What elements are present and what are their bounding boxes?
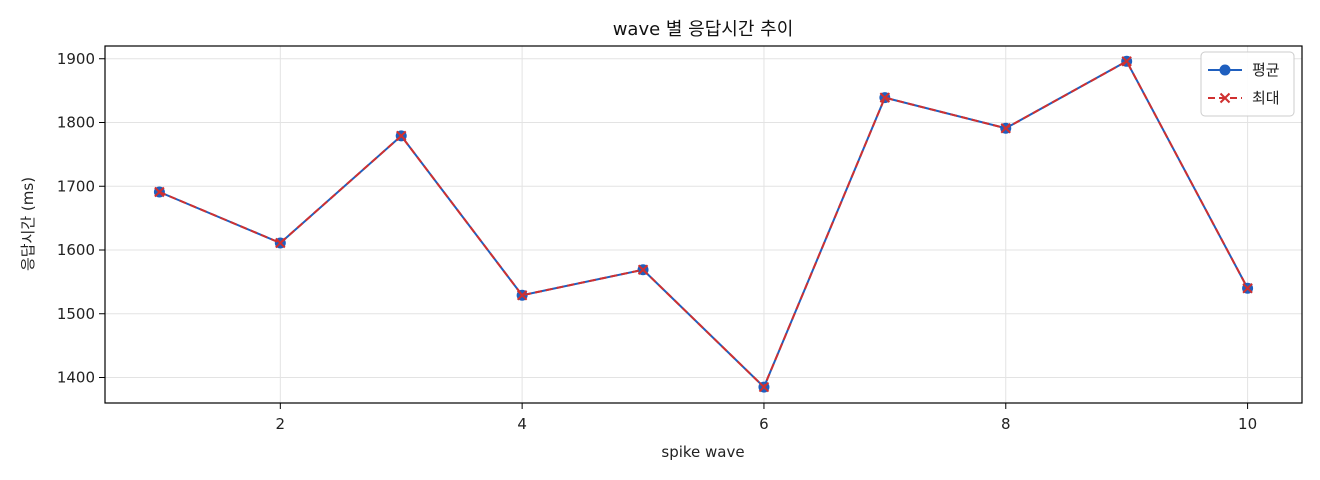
- data-point: [1000, 123, 1011, 134]
- marker-stroke: [396, 130, 407, 142]
- data-point: [637, 264, 649, 275]
- x-axis-title: spike wave: [661, 443, 744, 461]
- data-point: [1121, 56, 1132, 67]
- marker-stroke: [637, 264, 649, 275]
- legend-item-2: 최대: [1208, 89, 1280, 107]
- grid: [105, 46, 1302, 403]
- data-point: [879, 92, 891, 103]
- legend-item-1: 평균: [1208, 61, 1280, 79]
- marker-stroke: [879, 92, 891, 103]
- marker-stroke: [154, 186, 165, 198]
- data-point: [758, 381, 770, 393]
- series-2: [154, 56, 1253, 393]
- series-line: [159, 60, 1249, 389]
- legend-marker: [1219, 92, 1231, 104]
- y-axis-title: 응답시간 (ms): [19, 177, 37, 271]
- marker-stroke: [1219, 92, 1231, 104]
- series-line: [159, 60, 1249, 389]
- marker-stroke: [1242, 283, 1253, 294]
- marker-stroke: [516, 290, 528, 301]
- legend-box: [1200, 51, 1295, 117]
- legend-label: 평균: [1252, 61, 1280, 79]
- data-point: [154, 186, 165, 198]
- marker-stroke: [1000, 123, 1011, 134]
- data-point: [275, 237, 286, 249]
- data-point: [516, 290, 528, 301]
- y-tick-label: 1800: [57, 114, 95, 132]
- chart-title: wave 별 응답시간 추이: [613, 19, 794, 40]
- y-tick-label: 1700: [57, 177, 95, 195]
- y-tick-label: 1600: [57, 241, 95, 259]
- x-tick-label: 2: [276, 415, 286, 433]
- data-point: [1242, 283, 1253, 294]
- y-tick-label: 1500: [57, 305, 95, 323]
- data-point: [396, 130, 407, 142]
- series-layer: [153, 55, 1254, 393]
- x-tick-label: 4: [517, 415, 527, 433]
- legend-label: 최대: [1252, 89, 1280, 107]
- marker-stroke: [758, 381, 770, 393]
- x-tick-label: 10: [1238, 415, 1257, 433]
- y-tick-label: 1900: [57, 50, 95, 68]
- y-tick-label: 1400: [57, 369, 95, 387]
- series-1: [153, 55, 1254, 393]
- legend-marker: [1219, 64, 1231, 76]
- marker-stroke: [1121, 56, 1132, 67]
- plot-frame: [104, 45, 1303, 404]
- marker-stroke: [275, 237, 286, 249]
- x-tick-label: 8: [1001, 415, 1011, 433]
- ticks: 2 4 6 8 10 1400 1500 1600 1700 1800 1900: [57, 50, 1257, 433]
- x-tick-label: 6: [759, 415, 769, 433]
